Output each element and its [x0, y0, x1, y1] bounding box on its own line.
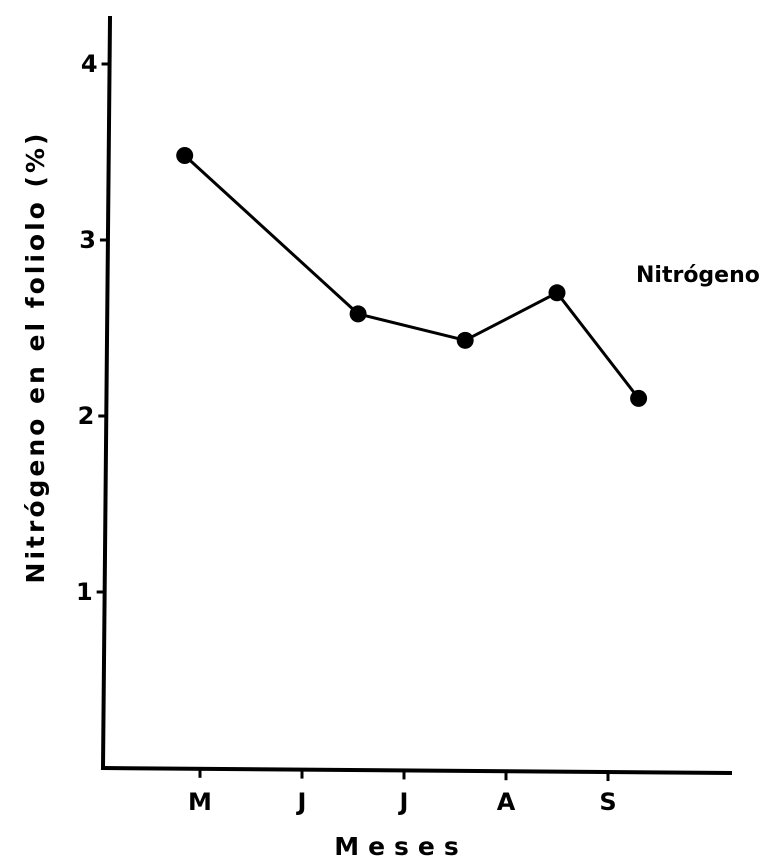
x-tick-label-2: J — [398, 788, 409, 816]
y-tick-label-4: 4 — [81, 50, 98, 78]
series-label-nitrogeno: Nitrógeno — [636, 263, 760, 288]
y-tick-label-3: 3 — [79, 226, 96, 254]
x-tick-label-1: J — [296, 788, 307, 816]
data-point-0 — [176, 147, 194, 165]
x-tick-label-0: M — [188, 788, 212, 816]
data-point-3 — [548, 284, 566, 302]
x-tick-label-4: S — [599, 788, 616, 816]
y-axis-label: Nitrógeno en el foliolo (%) — [21, 131, 50, 584]
x-axis-line — [100, 765, 733, 776]
x-axis-label: Meses — [334, 832, 468, 861]
data-point-1 — [349, 305, 367, 323]
x-tick-label-3: A — [497, 788, 516, 816]
y-tick-label-1: 1 — [76, 578, 93, 606]
series-line-nitrogeno — [183, 154, 640, 400]
data-point-2 — [456, 331, 474, 349]
y-ticks: 1 2 3 4 — [76, 50, 110, 606]
data-points — [176, 147, 648, 407]
data-point-4 — [630, 389, 648, 407]
y-axis-line — [100, 15, 113, 771]
y-tick-label-2: 2 — [78, 402, 95, 430]
